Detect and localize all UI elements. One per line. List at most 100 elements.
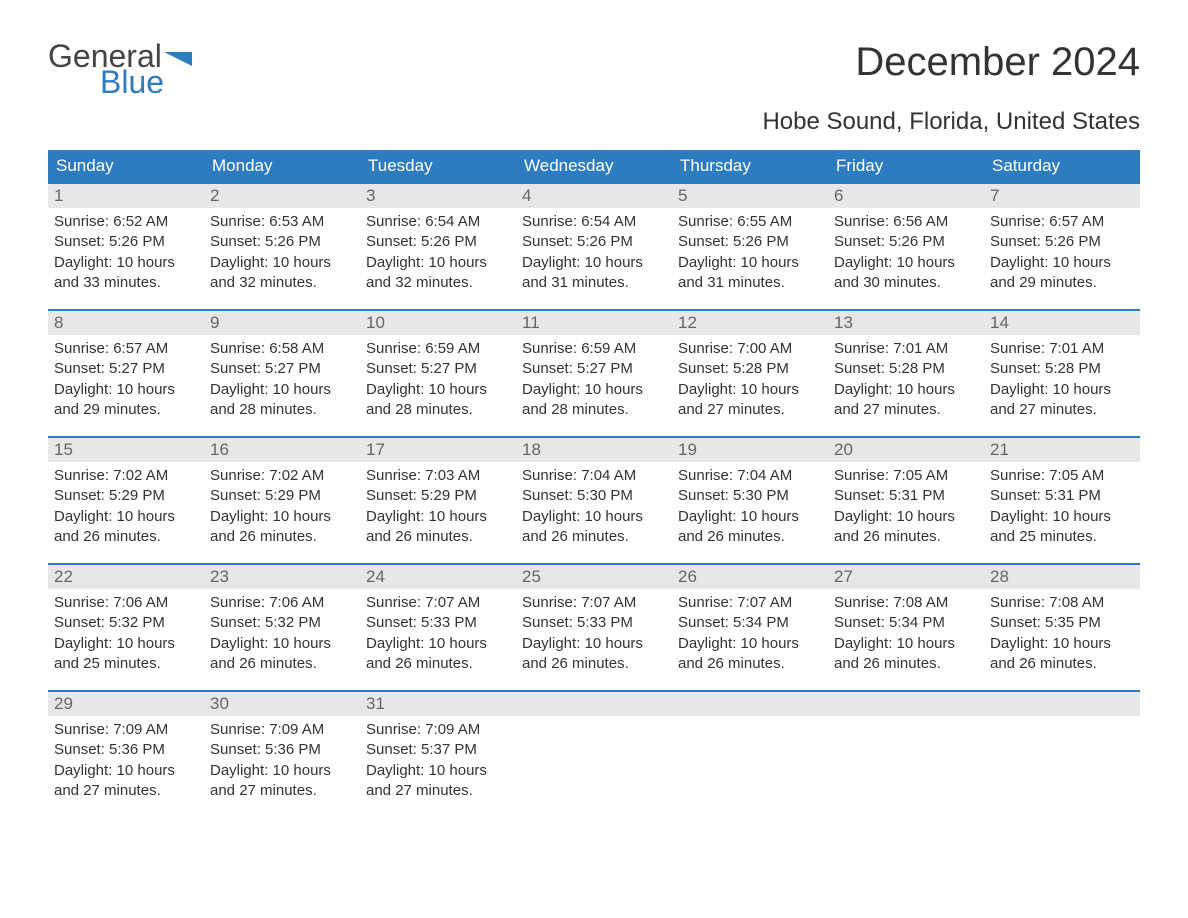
day-cell: 22Sunrise: 7:06 AMSunset: 5:32 PMDayligh… (48, 565, 204, 676)
weekday-thu: Thursday (672, 150, 828, 182)
sunset-line: Sunset: 5:28 PM (834, 359, 978, 379)
sunrise-line: Sunrise: 7:00 AM (678, 339, 822, 359)
day-cell: 16Sunrise: 7:02 AMSunset: 5:29 PMDayligh… (204, 438, 360, 549)
daylight-line: Daylight: 10 hours and 26 minutes. (834, 634, 978, 675)
day-details: Sunrise: 6:58 AMSunset: 5:27 PMDaylight:… (204, 335, 360, 422)
day-details: Sunrise: 6:53 AMSunset: 5:26 PMDaylight:… (204, 208, 360, 295)
day-number: 16 (204, 438, 360, 462)
day-cell: 31Sunrise: 7:09 AMSunset: 5:37 PMDayligh… (360, 692, 516, 803)
day-details: Sunrise: 7:07 AMSunset: 5:33 PMDaylight:… (516, 589, 672, 676)
day-cell: . (516, 692, 672, 803)
daylight-line: Daylight: 10 hours and 32 minutes. (366, 253, 510, 294)
header: General Blue December 2024 (48, 40, 1140, 98)
sunrise-line: Sunrise: 7:01 AM (990, 339, 1134, 359)
day-details: Sunrise: 7:08 AMSunset: 5:35 PMDaylight:… (984, 589, 1140, 676)
daylight-line: Daylight: 10 hours and 28 minutes. (210, 380, 354, 421)
sunrise-line: Sunrise: 7:03 AM (366, 466, 510, 486)
sunset-line: Sunset: 5:35 PM (990, 613, 1134, 633)
day-number: 26 (672, 565, 828, 589)
day-number: 23 (204, 565, 360, 589)
sunrise-line: Sunrise: 7:04 AM (678, 466, 822, 486)
day-cell: 3Sunrise: 6:54 AMSunset: 5:26 PMDaylight… (360, 184, 516, 295)
daylight-line: Daylight: 10 hours and 25 minutes. (54, 634, 198, 675)
daylight-line: Daylight: 10 hours and 27 minutes. (834, 380, 978, 421)
day-details: Sunrise: 6:59 AMSunset: 5:27 PMDaylight:… (516, 335, 672, 422)
day-cell: 6Sunrise: 6:56 AMSunset: 5:26 PMDaylight… (828, 184, 984, 295)
sunset-line: Sunset: 5:33 PM (522, 613, 666, 633)
day-details: Sunrise: 7:00 AMSunset: 5:28 PMDaylight:… (672, 335, 828, 422)
day-number: . (516, 692, 672, 716)
weekday-tue: Tuesday (360, 150, 516, 182)
day-number: 1 (48, 184, 204, 208)
day-details: Sunrise: 7:04 AMSunset: 5:30 PMDaylight:… (516, 462, 672, 549)
day-cell: 24Sunrise: 7:07 AMSunset: 5:33 PMDayligh… (360, 565, 516, 676)
day-details: Sunrise: 7:09 AMSunset: 5:36 PMDaylight:… (204, 716, 360, 803)
day-cell: 5Sunrise: 6:55 AMSunset: 5:26 PMDaylight… (672, 184, 828, 295)
sunset-line: Sunset: 5:26 PM (366, 232, 510, 252)
sunrise-line: Sunrise: 7:01 AM (834, 339, 978, 359)
day-details: Sunrise: 7:07 AMSunset: 5:33 PMDaylight:… (360, 589, 516, 676)
sunrise-line: Sunrise: 6:56 AM (834, 212, 978, 232)
sunset-line: Sunset: 5:27 PM (54, 359, 198, 379)
daylight-line: Daylight: 10 hours and 26 minutes. (366, 634, 510, 675)
sunset-line: Sunset: 5:27 PM (366, 359, 510, 379)
day-details: Sunrise: 6:59 AMSunset: 5:27 PMDaylight:… (360, 335, 516, 422)
daylight-line: Daylight: 10 hours and 26 minutes. (210, 507, 354, 548)
day-cell: 30Sunrise: 7:09 AMSunset: 5:36 PMDayligh… (204, 692, 360, 803)
sunset-line: Sunset: 5:33 PM (366, 613, 510, 633)
week-row: 1Sunrise: 6:52 AMSunset: 5:26 PMDaylight… (48, 182, 1140, 295)
day-cell: 17Sunrise: 7:03 AMSunset: 5:29 PMDayligh… (360, 438, 516, 549)
sunrise-line: Sunrise: 6:52 AM (54, 212, 198, 232)
day-cell: 23Sunrise: 7:06 AMSunset: 5:32 PMDayligh… (204, 565, 360, 676)
day-details: Sunrise: 6:54 AMSunset: 5:26 PMDaylight:… (360, 208, 516, 295)
sunset-line: Sunset: 5:34 PM (834, 613, 978, 633)
daylight-line: Daylight: 10 hours and 29 minutes. (54, 380, 198, 421)
sunset-line: Sunset: 5:26 PM (678, 232, 822, 252)
day-cell: 29Sunrise: 7:09 AMSunset: 5:36 PMDayligh… (48, 692, 204, 803)
daylight-line: Daylight: 10 hours and 26 minutes. (834, 507, 978, 548)
daylight-line: Daylight: 10 hours and 32 minutes. (210, 253, 354, 294)
weekday-fri: Friday (828, 150, 984, 182)
day-number: 29 (48, 692, 204, 716)
daylight-line: Daylight: 10 hours and 33 minutes. (54, 253, 198, 294)
day-cell: 28Sunrise: 7:08 AMSunset: 5:35 PMDayligh… (984, 565, 1140, 676)
sunrise-line: Sunrise: 7:02 AM (210, 466, 354, 486)
sunset-line: Sunset: 5:36 PM (54, 740, 198, 760)
day-number: 27 (828, 565, 984, 589)
day-number: 25 (516, 565, 672, 589)
day-details: Sunrise: 7:02 AMSunset: 5:29 PMDaylight:… (204, 462, 360, 549)
sunset-line: Sunset: 5:32 PM (210, 613, 354, 633)
sunrise-line: Sunrise: 7:05 AM (990, 466, 1134, 486)
sunrise-line: Sunrise: 6:59 AM (366, 339, 510, 359)
sunset-line: Sunset: 5:34 PM (678, 613, 822, 633)
day-cell: 20Sunrise: 7:05 AMSunset: 5:31 PMDayligh… (828, 438, 984, 549)
sunrise-line: Sunrise: 7:06 AM (54, 593, 198, 613)
day-number: 13 (828, 311, 984, 335)
daylight-line: Daylight: 10 hours and 26 minutes. (366, 507, 510, 548)
day-details: Sunrise: 6:56 AMSunset: 5:26 PMDaylight:… (828, 208, 984, 295)
day-cell: 13 Sunrise: 7:01 AMSunset: 5:28 PMDayligh… (828, 311, 984, 422)
day-cell: 26Sunrise: 7:07 AMSunset: 5:34 PMDayligh… (672, 565, 828, 676)
day-details: Sunrise: 7:05 AMSunset: 5:31 PMDaylight:… (984, 462, 1140, 549)
sunrise-line: Sunrise: 6:53 AM (210, 212, 354, 232)
day-details: Sunrise: 7:05 AMSunset: 5:31 PMDaylight:… (828, 462, 984, 549)
day-details: Sunrise: 7:06 AMSunset: 5:32 PMDaylight:… (204, 589, 360, 676)
sunrise-line: Sunrise: 7:07 AM (366, 593, 510, 613)
sunset-line: Sunset: 5:29 PM (366, 486, 510, 506)
daylight-line: Daylight: 10 hours and 27 minutes. (210, 761, 354, 802)
daylight-line: Daylight: 10 hours and 26 minutes. (522, 507, 666, 548)
day-cell: 15Sunrise: 7:02 AMSunset: 5:29 PMDayligh… (48, 438, 204, 549)
sunrise-line: Sunrise: 6:55 AM (678, 212, 822, 232)
day-cell: . (672, 692, 828, 803)
weekday-header: Sunday Monday Tuesday Wednesday Thursday… (48, 150, 1140, 182)
sunrise-line: Sunrise: 6:54 AM (522, 212, 666, 232)
weekday-sat: Saturday (984, 150, 1140, 182)
sunset-line: Sunset: 5:26 PM (522, 232, 666, 252)
day-number: 8 (48, 311, 204, 335)
day-number: 18 (516, 438, 672, 462)
day-number: 7 (984, 184, 1140, 208)
day-number: 6 (828, 184, 984, 208)
daylight-line: Daylight: 10 hours and 28 minutes. (366, 380, 510, 421)
daylight-line: Daylight: 10 hours and 26 minutes. (990, 634, 1134, 675)
day-number: 19 (672, 438, 828, 462)
